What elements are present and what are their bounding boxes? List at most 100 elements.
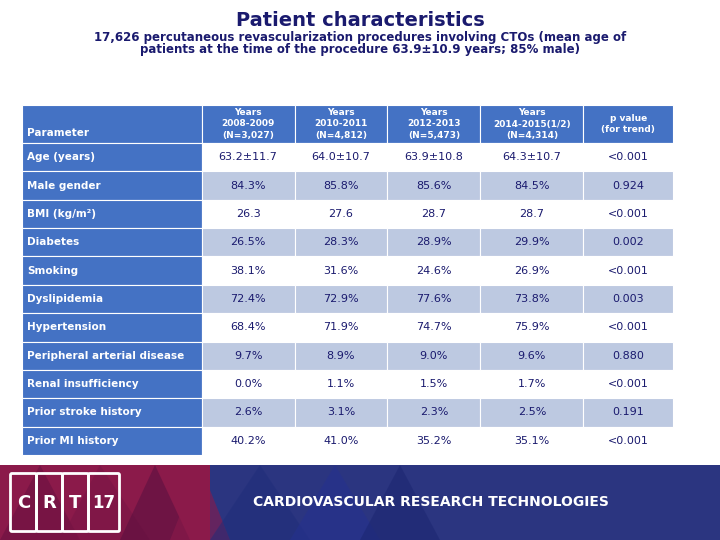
Text: R: R xyxy=(42,494,56,511)
Bar xyxy=(480,200,583,228)
Bar xyxy=(480,143,583,171)
Bar xyxy=(22,171,202,200)
Bar xyxy=(22,143,202,171)
Text: 74.7%: 74.7% xyxy=(416,322,451,332)
Bar xyxy=(22,105,202,143)
Text: <0.001: <0.001 xyxy=(608,266,649,275)
Text: 3.1%: 3.1% xyxy=(327,408,355,417)
Text: T: T xyxy=(69,494,81,511)
Text: 0.191: 0.191 xyxy=(612,408,644,417)
Text: Prior stroke history: Prior stroke history xyxy=(27,408,142,417)
Text: 40.2%: 40.2% xyxy=(230,436,266,446)
Bar xyxy=(480,171,583,200)
Text: 0.0%: 0.0% xyxy=(234,379,262,389)
Bar xyxy=(387,171,480,200)
Bar xyxy=(387,399,480,427)
Bar xyxy=(583,285,673,313)
Bar xyxy=(22,285,202,313)
Text: 73.8%: 73.8% xyxy=(514,294,549,304)
Polygon shape xyxy=(290,465,380,540)
Text: 85.8%: 85.8% xyxy=(323,180,359,191)
Text: 63.2±11.7: 63.2±11.7 xyxy=(219,152,277,162)
Text: Years
2008-2009
(N=3,027): Years 2008-2009 (N=3,027) xyxy=(222,107,275,140)
Bar xyxy=(22,228,202,256)
Bar xyxy=(294,143,387,171)
Bar xyxy=(387,285,480,313)
Text: 27.6: 27.6 xyxy=(328,209,354,219)
Bar xyxy=(583,370,673,399)
Bar xyxy=(22,256,202,285)
Text: 1.5%: 1.5% xyxy=(420,379,448,389)
Bar xyxy=(480,427,583,455)
Bar xyxy=(202,341,294,370)
Bar xyxy=(583,200,673,228)
Bar xyxy=(202,427,294,455)
Bar xyxy=(22,399,202,427)
Text: Patient characteristics: Patient characteristics xyxy=(235,10,485,30)
Bar xyxy=(583,341,673,370)
Bar xyxy=(294,370,387,399)
Bar xyxy=(480,285,583,313)
Text: <0.001: <0.001 xyxy=(608,379,649,389)
Text: 0.003: 0.003 xyxy=(612,294,644,304)
Text: 9.7%: 9.7% xyxy=(234,350,262,361)
Text: 2.5%: 2.5% xyxy=(518,408,546,417)
Bar xyxy=(480,256,583,285)
Bar xyxy=(583,427,673,455)
Bar xyxy=(583,399,673,427)
Text: 64.0±10.7: 64.0±10.7 xyxy=(312,152,370,162)
Text: Prior MI history: Prior MI history xyxy=(27,436,119,446)
Bar xyxy=(583,313,673,341)
Bar xyxy=(202,171,294,200)
Text: Parameter: Parameter xyxy=(27,128,89,138)
Bar xyxy=(387,228,480,256)
Text: 2.6%: 2.6% xyxy=(234,408,262,417)
Bar xyxy=(583,228,673,256)
Bar xyxy=(22,427,202,455)
Bar xyxy=(294,399,387,427)
Text: Dyslipidemia: Dyslipidemia xyxy=(27,294,103,304)
Bar xyxy=(202,399,294,427)
Text: <0.001: <0.001 xyxy=(608,152,649,162)
Text: 2.3%: 2.3% xyxy=(420,408,448,417)
Text: 0.924: 0.924 xyxy=(612,180,644,191)
Text: CARDIOVASCULAR RESEARCH TECHNOLOGIES: CARDIOVASCULAR RESEARCH TECHNOLOGIES xyxy=(253,496,608,510)
Bar xyxy=(480,341,583,370)
Bar xyxy=(583,171,673,200)
Bar xyxy=(583,143,673,171)
Polygon shape xyxy=(0,465,80,540)
Bar xyxy=(202,285,294,313)
Bar xyxy=(202,105,294,143)
Bar xyxy=(294,313,387,341)
Text: p value
(for trend): p value (for trend) xyxy=(601,113,655,134)
Polygon shape xyxy=(60,465,150,540)
Text: 68.4%: 68.4% xyxy=(230,322,266,332)
Polygon shape xyxy=(120,465,190,540)
Bar xyxy=(480,399,583,427)
Bar xyxy=(202,143,294,171)
Text: 9.0%: 9.0% xyxy=(420,350,448,361)
Text: 84.5%: 84.5% xyxy=(514,180,549,191)
Bar xyxy=(294,171,387,200)
Text: 31.6%: 31.6% xyxy=(323,266,359,275)
Bar xyxy=(387,143,480,171)
Text: 26.5%: 26.5% xyxy=(230,237,266,247)
Text: 71.9%: 71.9% xyxy=(323,322,359,332)
Text: C: C xyxy=(17,494,30,511)
Bar xyxy=(202,370,294,399)
Text: 17: 17 xyxy=(92,494,116,511)
Polygon shape xyxy=(210,465,310,540)
Bar xyxy=(583,105,673,143)
Text: 38.1%: 38.1% xyxy=(230,266,266,275)
Text: <0.001: <0.001 xyxy=(608,209,649,219)
Text: Years
2012-2013
(N=5,473): Years 2012-2013 (N=5,473) xyxy=(407,107,461,140)
Text: 1.1%: 1.1% xyxy=(327,379,355,389)
Text: BMI (kg/m²): BMI (kg/m²) xyxy=(27,209,96,219)
Text: Renal insufficiency: Renal insufficiency xyxy=(27,379,139,389)
Text: 35.2%: 35.2% xyxy=(416,436,451,446)
Text: 0.002: 0.002 xyxy=(612,237,644,247)
Bar xyxy=(480,313,583,341)
Text: 9.6%: 9.6% xyxy=(518,350,546,361)
Bar xyxy=(480,228,583,256)
Text: 77.6%: 77.6% xyxy=(416,294,451,304)
